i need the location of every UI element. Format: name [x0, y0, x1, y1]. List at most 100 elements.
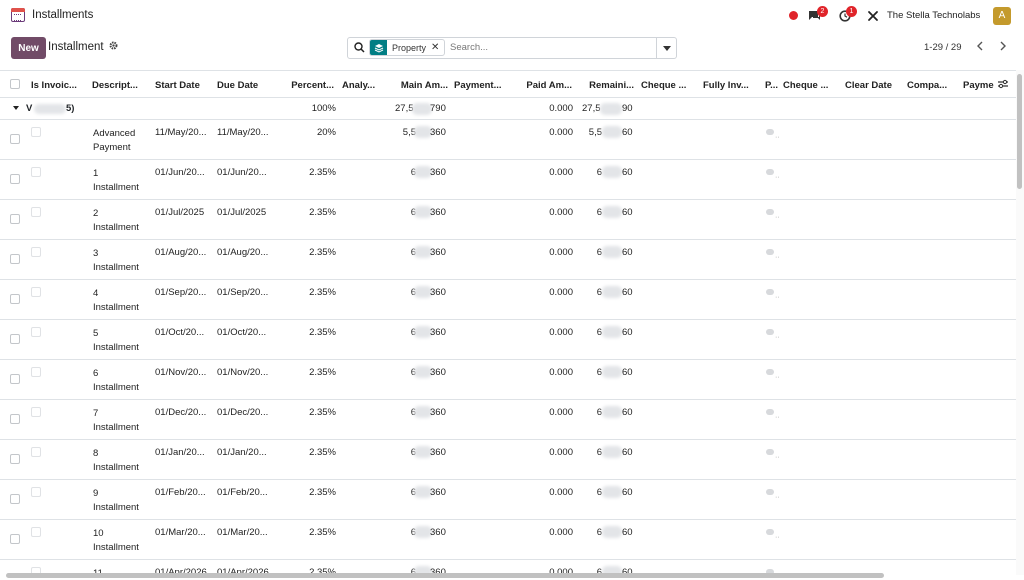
search-icon[interactable]: [354, 42, 365, 53]
description-cell[interactable]: 2 Installment: [93, 207, 149, 235]
paid-amount-cell[interactable]: 0.000: [549, 127, 573, 138]
is-invoiced-checkbox[interactable]: [31, 167, 41, 177]
description-cell[interactable]: 8 Installment: [93, 447, 149, 475]
company-switcher[interactable]: The Stella Technolabs: [887, 10, 981, 21]
percentage-cell[interactable]: 2.35%: [309, 247, 336, 258]
percentage-cell[interactable]: 2.35%: [309, 487, 336, 498]
table-row[interactable]: 9 Installment 01/Feb/20... 01/Feb/20... 2.35…: [0, 480, 1016, 520]
start-date-cell[interactable]: 01/Mar/20...: [155, 527, 206, 538]
column-due-date[interactable]: Due Date: [217, 80, 259, 91]
start-date-cell[interactable]: 01/Jan/20...: [155, 447, 205, 458]
row-select-checkbox[interactable]: [10, 214, 20, 224]
due-date-cell[interactable]: 01/Jan/20...: [217, 447, 267, 458]
table-row[interactable]: 8 Installment 01/Jan/20... 01/Jan/20... 2.35…: [0, 440, 1016, 480]
column-remaining[interactable]: Remaini...: [589, 80, 634, 91]
paid-amount-cell[interactable]: 0.000: [549, 327, 573, 338]
start-date-cell[interactable]: 01/Nov/20...: [155, 367, 207, 378]
chevron-left-icon[interactable]: [973, 40, 987, 54]
table-row[interactable]: 7 Installment 01/Dec/20... 01/Dec/20... 2.35…: [0, 400, 1016, 440]
row-select-checkbox[interactable]: [10, 334, 20, 344]
calendar-icon[interactable]: [11, 8, 25, 22]
row-select-checkbox[interactable]: [10, 534, 20, 544]
is-invoiced-checkbox[interactable]: [31, 567, 41, 575]
facet-remove-icon[interactable]: ✕: [431, 42, 440, 53]
description-cell[interactable]: 7 Installment: [93, 407, 149, 435]
table-row[interactable]: Advanced Payment 11/May/20... 11/May/20... 2…: [0, 120, 1016, 160]
vertical-scroll-thumb[interactable]: [1017, 74, 1022, 189]
column-description[interactable]: Descript...: [92, 80, 138, 91]
start-date-cell[interactable]: 01/Dec/20...: [155, 407, 207, 418]
new-button[interactable]: New: [11, 37, 46, 59]
percentage-cell[interactable]: 2.35%: [309, 567, 336, 575]
row-select-checkbox[interactable]: [10, 414, 20, 424]
start-date-cell[interactable]: 11/May/20...: [155, 127, 207, 138]
avatar[interactable]: A: [993, 7, 1011, 25]
percentage-cell[interactable]: 20%: [316, 127, 336, 138]
group-row[interactable]: V 5) 100% 27,5 790 0.000 27,5 90: [0, 98, 1016, 120]
percentage-cell[interactable]: 2.35%: [309, 527, 336, 538]
percentage-cell[interactable]: 2.35%: [309, 207, 336, 218]
start-date-cell[interactable]: 01/Feb/20...: [155, 487, 206, 498]
caret-down-icon[interactable]: [13, 106, 19, 110]
table-row[interactable]: 2 Installment 01/Jul/2025 01/Jul/2025 2.35% 6…: [0, 200, 1016, 240]
start-date-cell[interactable]: 01/Aug/20...: [155, 247, 207, 258]
paid-amount-cell[interactable]: 0.000: [549, 167, 573, 178]
paid-amount-cell[interactable]: 0.000: [549, 567, 573, 575]
description-cell[interactable]: 4 Installment: [93, 287, 149, 315]
start-date-cell[interactable]: 01/Sep/20...: [155, 287, 207, 298]
table-row[interactable]: 5 Installment 01/Oct/20... 01/Oct/20... 2.35…: [0, 320, 1016, 360]
row-select-checkbox[interactable]: [10, 134, 20, 144]
due-date-cell[interactable]: 01/Apr/2026: [217, 567, 269, 575]
is-invoiced-checkbox[interactable]: [31, 127, 41, 137]
row-select-checkbox[interactable]: [10, 174, 20, 184]
column-cheque-1[interactable]: Cheque ...: [641, 80, 687, 91]
due-date-cell[interactable]: 01/Oct/20...: [217, 327, 267, 338]
due-date-cell[interactable]: 11/May/20...: [217, 127, 269, 138]
table-row[interactable]: 4 Installment 01/Sep/20... 01/Sep/20... 2.35…: [0, 280, 1016, 320]
start-date-cell[interactable]: 01/Apr/2026: [155, 567, 207, 575]
is-invoiced-checkbox[interactable]: [31, 207, 41, 217]
description-cell[interactable]: 5 Installment: [93, 327, 149, 355]
percentage-cell[interactable]: 2.35%: [309, 447, 336, 458]
column-company[interactable]: Compa...: [907, 80, 948, 91]
gear-icon[interactable]: [109, 41, 118, 53]
row-select-checkbox[interactable]: [10, 254, 20, 264]
is-invoiced-checkbox[interactable]: [31, 247, 41, 257]
percentage-cell[interactable]: 2.35%: [309, 407, 336, 418]
due-date-cell[interactable]: 01/Aug/20...: [217, 247, 269, 258]
percentage-cell[interactable]: 2.35%: [309, 367, 336, 378]
percentage-cell[interactable]: 2.35%: [309, 327, 336, 338]
due-date-cell[interactable]: 01/Jun/20...: [217, 167, 267, 178]
is-invoiced-checkbox[interactable]: [31, 287, 41, 297]
row-select-checkbox[interactable]: [10, 374, 20, 384]
start-date-cell[interactable]: 01/Jun/20...: [155, 167, 205, 178]
percentage-cell[interactable]: 2.35%: [309, 287, 336, 298]
column-p[interactable]: P...: [765, 80, 779, 91]
description-cell[interactable]: 11: [93, 567, 149, 575]
due-date-cell[interactable]: 01/Mar/20...: [217, 527, 268, 538]
due-date-cell[interactable]: 01/Nov/20...: [217, 367, 269, 378]
description-cell[interactable]: 10 Installment: [93, 527, 149, 555]
table-row[interactable]: 3 Installment 01/Aug/20... 01/Aug/20... 2.35…: [0, 240, 1016, 280]
search-input[interactable]: [450, 42, 650, 53]
column-analytic[interactable]: Analy...: [342, 80, 376, 91]
description-cell[interactable]: 9 Installment: [93, 487, 149, 515]
due-date-cell[interactable]: 01/Sep/20...: [217, 287, 269, 298]
vertical-scrollbar[interactable]: [1016, 70, 1024, 575]
pager-value[interactable]: 1-29 / 29: [924, 42, 962, 53]
is-invoiced-checkbox[interactable]: [31, 527, 41, 537]
column-payment-2[interactable]: Payme: [963, 80, 994, 91]
is-invoiced-checkbox[interactable]: [31, 327, 41, 337]
row-select-checkbox[interactable]: [10, 294, 20, 304]
is-invoiced-checkbox[interactable]: [31, 487, 41, 497]
row-select-checkbox[interactable]: [10, 494, 20, 504]
column-percentage[interactable]: Percent...: [291, 80, 334, 91]
due-date-cell[interactable]: 01/Dec/20...: [217, 407, 269, 418]
column-clear-date[interactable]: Clear Date: [845, 80, 892, 91]
tools-icon[interactable]: [866, 9, 880, 23]
start-date-cell[interactable]: 01/Oct/20...: [155, 327, 205, 338]
is-invoiced-checkbox[interactable]: [31, 367, 41, 377]
due-date-cell[interactable]: 01/Feb/20...: [217, 487, 268, 498]
paid-amount-cell[interactable]: 0.000: [549, 207, 573, 218]
column-payment[interactable]: Payment...: [454, 80, 502, 91]
